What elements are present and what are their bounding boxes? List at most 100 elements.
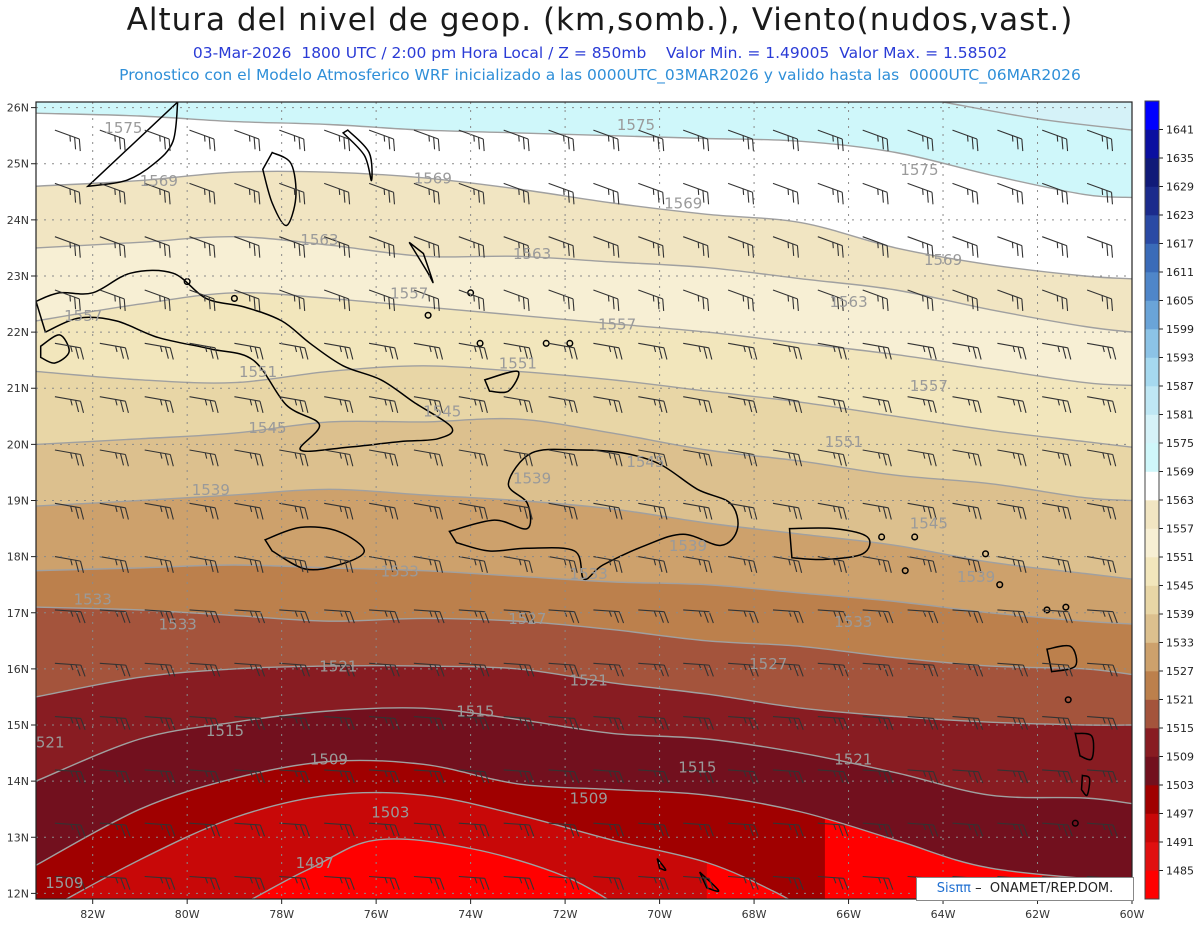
colorbar-swatch xyxy=(1145,813,1159,843)
contour-label: 1545 xyxy=(910,515,948,533)
colorbar-label: 1527 xyxy=(1166,665,1194,678)
contour-label: 1551 xyxy=(499,355,537,373)
colorbar-swatch xyxy=(1145,329,1159,358)
small-island-13 xyxy=(566,339,574,347)
colorbar-swatch xyxy=(1145,671,1159,700)
colorbar-label: 1521 xyxy=(1166,694,1194,707)
lat-label: 17N xyxy=(7,607,29,620)
contour-1515 xyxy=(36,707,1132,805)
lon-label: 66W xyxy=(836,908,861,921)
colorbar-label: 1611 xyxy=(1166,266,1194,279)
small-island-12 xyxy=(476,339,484,347)
lat-label: 16N xyxy=(7,663,29,676)
small-island-16 xyxy=(230,294,238,302)
contour-label: 1563 xyxy=(300,231,338,249)
small-island-2 xyxy=(996,581,1004,589)
contour-label: 1575 xyxy=(104,119,142,137)
coast-eleuthera xyxy=(341,129,373,182)
colorbar-label: 1599 xyxy=(1166,323,1194,336)
contour-label: 1569 xyxy=(414,169,452,187)
lon-label: 60W xyxy=(1120,908,1145,921)
colorbar-label: 1587 xyxy=(1166,380,1194,393)
colorbar-swatch xyxy=(1145,728,1159,757)
contour-label: 1551 xyxy=(239,363,277,381)
small-island-8 xyxy=(1071,819,1079,827)
colorbar-swatch xyxy=(1145,785,1159,814)
colorbar-swatch xyxy=(1145,414,1159,444)
contour-label: 1497 xyxy=(296,854,334,872)
colorbar-label: 1503 xyxy=(1166,779,1194,792)
colorbar-label: 1491 xyxy=(1166,836,1194,849)
small-island-3 xyxy=(982,550,990,558)
lat-label: 20N xyxy=(7,438,29,451)
lon-label: 76W xyxy=(364,908,389,921)
contour-label: 1533 xyxy=(381,562,419,580)
lon-label: 78W xyxy=(269,908,294,921)
lat-label: 24N xyxy=(7,214,29,227)
colorbar-swatch xyxy=(1145,386,1159,415)
colorbar-label: 1635 xyxy=(1166,152,1194,165)
model-info-line: Pronostico con el Modelo Atmosferico WRF… xyxy=(119,66,1081,84)
coast-andros xyxy=(261,151,297,227)
contour-1497 xyxy=(250,838,609,899)
colorbar-swatch xyxy=(1145,215,1159,244)
coast-isla-juventud xyxy=(39,334,70,364)
coast-jamaica xyxy=(263,526,366,571)
colorbar-label: 1581 xyxy=(1166,409,1194,422)
contour-1503 xyxy=(65,791,790,899)
colorbar-swatch xyxy=(1145,443,1159,472)
coast-puerto-rico xyxy=(788,527,871,561)
contour-label: 1557 xyxy=(390,284,428,302)
color-bar: 1485 1491 1497 1503 1509 1515 1521 1527 1533 1539… xyxy=(1144,100,1194,900)
lat-label: 26N xyxy=(7,102,29,115)
contour-1527 xyxy=(36,606,1132,676)
coast-aruba xyxy=(656,858,667,871)
contour-1551 xyxy=(36,365,1132,448)
colorbar-label: 1515 xyxy=(1166,722,1194,735)
contour-1557 xyxy=(36,291,1132,387)
contour-label: 1509 xyxy=(570,790,608,808)
contour-label: 1539 xyxy=(957,568,995,586)
colorbar-swatch xyxy=(1145,557,1159,586)
contour-label: 1503 xyxy=(371,804,409,822)
credit-box: Sisππ – ONAMET/REP.DOM. xyxy=(916,877,1134,901)
contour-1509 xyxy=(36,759,1132,883)
contour-labels: 1575 1575 1575 1569 1569 1569 1569 1563 1563 1563… xyxy=(26,116,995,892)
coast-great-inagua xyxy=(483,370,520,394)
colorbar-swatch xyxy=(1145,471,1159,501)
contour-1569 xyxy=(36,170,1132,280)
contour-label: 1569 xyxy=(140,172,178,190)
contour-label: 1515 xyxy=(456,703,494,721)
contour-label: 1533 xyxy=(74,590,112,608)
contour-label: 1521 xyxy=(570,672,608,690)
lat-label: 19N xyxy=(7,495,29,508)
lat-label: 21N xyxy=(7,382,29,395)
contour-1533 xyxy=(36,564,1132,625)
contour-lines xyxy=(36,102,1132,899)
contour-label: 1521 xyxy=(834,750,872,768)
credit-text: – ONAMET/REP.DOM. xyxy=(971,881,1114,896)
colorbar-label: 1641 xyxy=(1166,124,1194,137)
colorbar-swatch xyxy=(1145,500,1159,529)
colorbar-swatch xyxy=(1145,186,1159,216)
map-axes: 82W 80W 78W 76W 74W 72W 70W 68W 66W 64W 62W 60W 26N 2… xyxy=(7,102,1145,921)
colorbar-swatch xyxy=(1145,300,1159,330)
colorbar-swatch xyxy=(1145,101,1159,130)
contour-label: 1557 xyxy=(910,377,948,395)
contour-label: 1563 xyxy=(829,293,867,311)
colorbar-swatch xyxy=(1145,870,1159,900)
contour-label: 1521 xyxy=(26,733,64,751)
coast-curacao xyxy=(699,871,720,893)
band-1581 xyxy=(943,102,1132,131)
colorbar-label: 1575 xyxy=(1166,437,1194,450)
contour-label: 1539 xyxy=(669,537,707,555)
small-island-5 xyxy=(901,567,909,575)
contour-label: 1515 xyxy=(206,722,244,740)
colorbar-frame xyxy=(1144,100,1160,900)
contour-label: 1533 xyxy=(159,616,197,634)
coast-martinique xyxy=(1074,732,1095,761)
contour-label: 1509 xyxy=(310,750,348,768)
lat-lon-grid xyxy=(36,102,1132,899)
contour-label: 1545 xyxy=(626,453,664,471)
contour-label: 1569 xyxy=(924,251,962,269)
